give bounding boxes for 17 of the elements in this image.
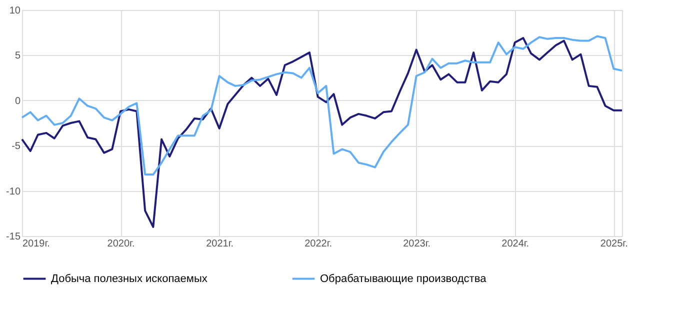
- y-tick-label: 5: [14, 50, 21, 62]
- y-tick-label: 10: [9, 6, 21, 16]
- line-series: [21, 37, 623, 228]
- legend-label: Обрабатывающие производства: [320, 272, 488, 285]
- line-series: [21, 35, 623, 176]
- x-tick-label: 2024г.: [502, 238, 530, 250]
- y-tick-label: -5: [12, 141, 21, 152]
- y-tick-label: -10: [6, 186, 21, 198]
- x-tick-label: 2020г.: [107, 238, 135, 250]
- legend-label: Добыча полезных ископаемых: [51, 272, 208, 285]
- y-tick-label: -15: [6, 232, 21, 242]
- x-tick-label: 2022г.: [304, 238, 332, 250]
- x-tick-label: 2023г.: [403, 238, 431, 250]
- x-tick-label: 2019г.: [22, 238, 50, 250]
- x-tick-label: 2025г.: [600, 238, 628, 250]
- x-tick-label: 2021г.: [206, 238, 234, 250]
- y-tick-label: 0: [14, 96, 21, 107]
